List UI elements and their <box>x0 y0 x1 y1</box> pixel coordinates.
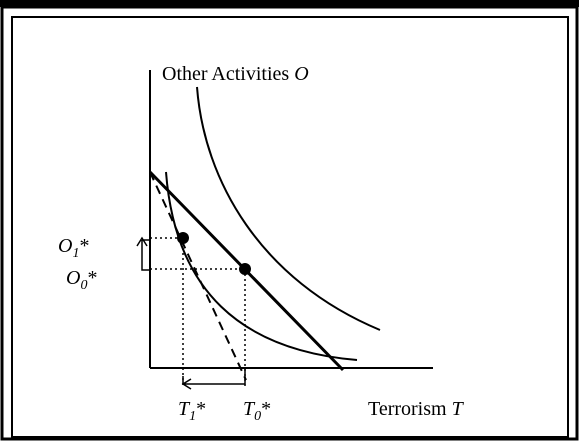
x-axis-symbol: T <box>452 398 465 420</box>
o0-label: O0* <box>66 267 97 293</box>
y-axis-symbol: O <box>294 63 308 85</box>
x-axis-label: Terrorism T <box>368 398 465 420</box>
o0-base: O <box>66 267 80 289</box>
o0-mark: * <box>87 267 97 289</box>
o-shift-arrow <box>136 236 150 271</box>
equilibrium-1 <box>177 232 189 244</box>
t1-sub: 1 <box>189 409 196 424</box>
o0-sub: 0 <box>80 278 87 293</box>
top-bar <box>0 0 579 7</box>
outer-indifference-curve <box>196 86 381 331</box>
y-axis-text: Other Activities <box>162 63 289 85</box>
o1-base: O <box>58 235 72 257</box>
t1-base: T <box>178 398 191 420</box>
o1-label: O1* <box>58 235 89 261</box>
t1-mark: * <box>196 398 206 420</box>
outer-frame <box>0 5 579 441</box>
equilibrium-0 <box>239 263 251 275</box>
t0-base: T <box>243 398 256 420</box>
t0-mark: * <box>261 398 271 420</box>
o1-sub: 1 <box>72 246 79 261</box>
inner-indifference-curve <box>165 171 358 361</box>
inner-frame <box>11 16 569 438</box>
t-shift-arrow <box>181 368 246 390</box>
t1-label: T1* <box>178 398 206 424</box>
y-axis-label: Other Activities O <box>162 63 309 85</box>
new-budget-line <box>149 171 247 381</box>
x-axis-text: Terrorism <box>368 398 447 420</box>
guides <box>150 237 246 386</box>
o1-mark: * <box>79 235 89 257</box>
t0-label: T0* <box>243 398 271 424</box>
t0-sub: 0 <box>254 409 261 424</box>
